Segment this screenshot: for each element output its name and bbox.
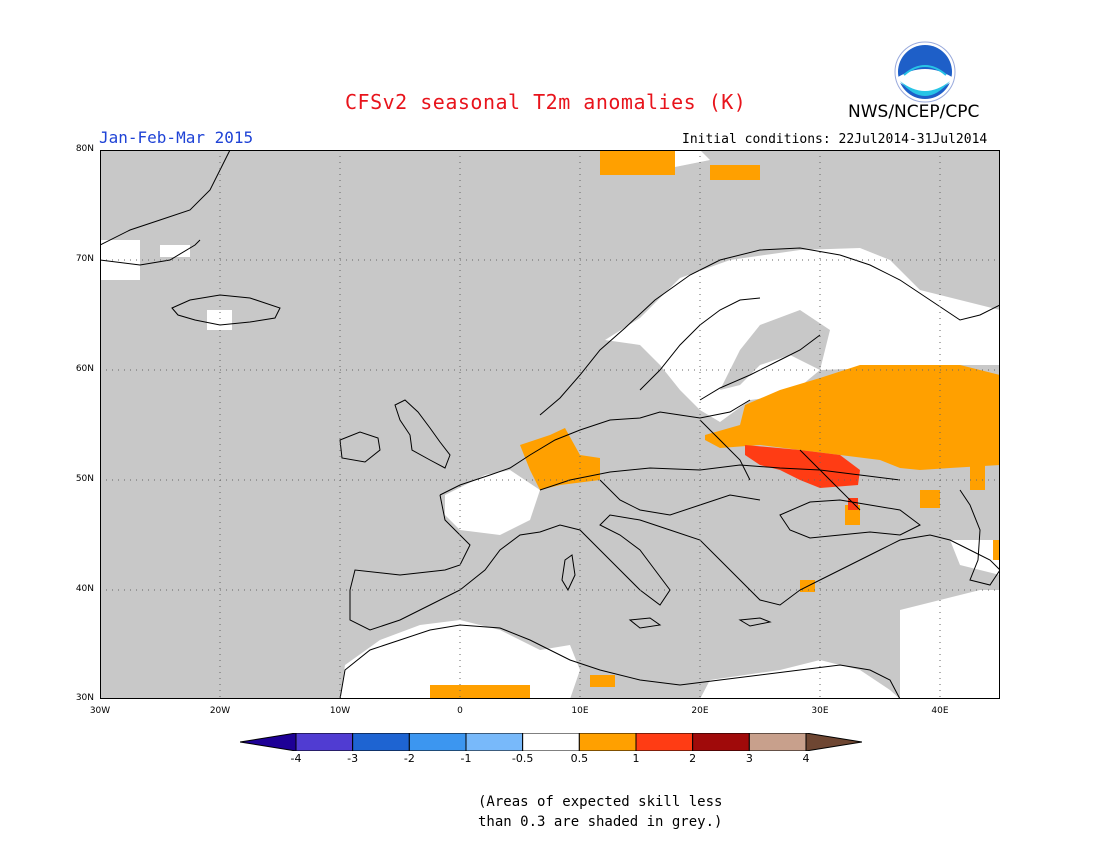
colorbar-end-high	[805, 733, 862, 751]
organization-label: NWS/NCEP/CPC	[848, 102, 980, 122]
lon-label-20e: 20E	[691, 706, 709, 716]
lat-label-30n: 30N	[75, 693, 94, 703]
skill-note-line-1: (Areas of expected skill less	[478, 794, 723, 810]
colorbar-label: 3	[745, 752, 753, 765]
colorbar-label: -0.5	[511, 752, 534, 765]
colorbar-label: -1	[460, 752, 472, 765]
colorbar-box	[692, 733, 750, 751]
colorbar-box	[578, 733, 637, 751]
lon-label-0: 0	[457, 706, 463, 716]
strong-warm-anomaly-areas	[745, 445, 860, 510]
colorbar-label: 2	[689, 752, 697, 765]
initial-conditions-label: Initial conditions: 22Jul2014-31Jul2014	[682, 132, 988, 147]
lon-label-40e: 40E	[931, 706, 949, 716]
colorbar-label: 0.5	[570, 752, 589, 765]
colorbar-box	[295, 733, 354, 751]
colorbar	[240, 733, 862, 751]
skill-note: (Areas of expected skill less than 0.3 a…	[478, 792, 722, 832]
lat-label-80n: 80N	[75, 144, 94, 154]
map-frame	[100, 150, 1000, 699]
chart-title: CFSv2 seasonal T2m anomalies (K)	[345, 90, 747, 114]
lat-label-70n: 70N	[75, 254, 94, 264]
noaa-logo	[894, 41, 956, 103]
colorbar-label: 4	[802, 752, 810, 765]
coastlines	[100, 150, 1000, 699]
skill-note-line-2: than 0.3 are shaded in grey.)	[478, 814, 723, 830]
colorbar-box	[522, 733, 580, 751]
colorbar-label: -4	[290, 752, 302, 765]
colorbar-label: 1	[632, 752, 640, 765]
lon-label-30e: 30E	[811, 706, 829, 716]
colorbar-label: -3	[347, 752, 359, 765]
lat-label-50n: 50N	[75, 474, 94, 484]
colorbar-box	[748, 733, 807, 751]
graticule	[100, 150, 1000, 699]
colorbar-box	[408, 733, 467, 751]
colorbar-box	[635, 733, 694, 751]
lon-label-30w: 30W	[89, 706, 111, 716]
period-label: Jan-Feb-Mar 2015	[99, 128, 254, 147]
lon-label-10e: 10E	[571, 706, 589, 716]
colorbar-box	[352, 733, 410, 751]
lon-label-10w: 10W	[329, 706, 351, 716]
colorbar-label: -2	[403, 752, 415, 765]
colorbar-end-low	[240, 733, 297, 751]
lat-label-60n: 60N	[75, 364, 94, 374]
anomaly-map	[100, 150, 1000, 699]
lon-label-20w: 20W	[209, 706, 231, 716]
colorbar-box	[465, 733, 524, 751]
lat-label-40n: 40N	[75, 584, 94, 594]
